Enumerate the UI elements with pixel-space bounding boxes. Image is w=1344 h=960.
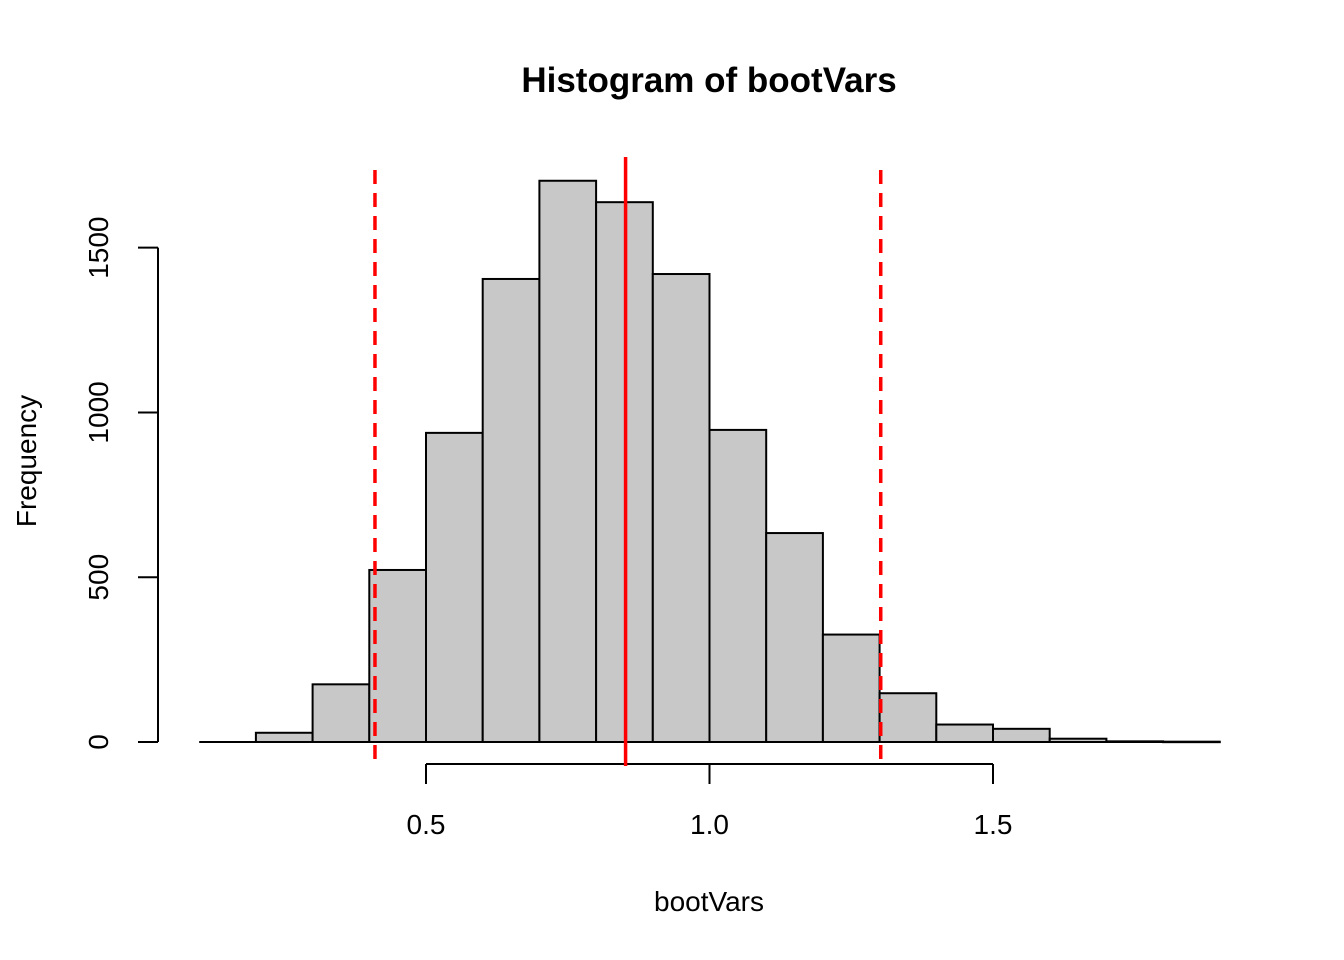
x-tick-label-1: 1.0 xyxy=(690,809,729,840)
histogram-bar-5 xyxy=(481,277,541,743)
y-tick-label-2: 1000 xyxy=(83,381,114,443)
histogram-bar-4 xyxy=(425,431,484,743)
histogram-bar-12 xyxy=(878,692,938,743)
x-tick-label-2: 1.5 xyxy=(974,809,1013,840)
histogram-bar-1 xyxy=(254,731,314,744)
histogram-bar-16 xyxy=(1105,740,1165,744)
chart-title: Histogram of bootVars xyxy=(521,61,896,100)
histogram-bar-11 xyxy=(821,633,881,743)
histogram-bar-10 xyxy=(765,532,824,743)
y-axis: 0 500 1000 1500 xyxy=(83,217,159,750)
x-axis-label: bootVars xyxy=(654,886,764,917)
x-axis: 0.5 1.0 1.5 xyxy=(407,763,1013,840)
y-axis-label: Frequency xyxy=(11,395,42,527)
histogram-bar-13 xyxy=(935,723,994,744)
histogram-bar-8 xyxy=(651,273,711,743)
y-tick-label-1: 500 xyxy=(83,554,114,601)
y-tick-label-3: 1500 xyxy=(83,217,114,279)
histogram-bar-2 xyxy=(311,683,371,744)
histogram-bar-3 xyxy=(368,568,427,743)
x-tick-label-0: 0.5 xyxy=(407,809,446,840)
y-tick-label-0: 0 xyxy=(83,734,114,750)
histogram-bars xyxy=(199,179,1221,744)
histogram-bar-15 xyxy=(1048,737,1108,744)
histogram-bar-14 xyxy=(992,727,1051,744)
histogram-bar-6 xyxy=(538,179,598,743)
reference-lines xyxy=(373,157,883,766)
histogram-bar-9 xyxy=(708,428,768,743)
histogram-bar-17 xyxy=(1162,740,1221,744)
